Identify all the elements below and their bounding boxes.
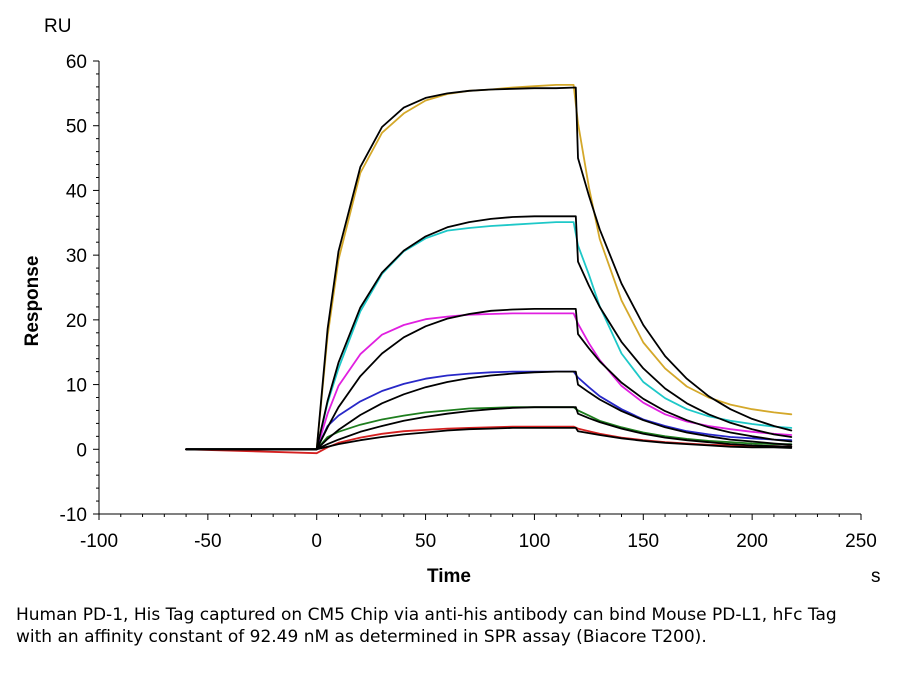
axis-labels: RU Response Time s <box>22 16 881 587</box>
fit-curve-7 <box>185 215 793 451</box>
y-tick-label: 0 <box>76 440 87 461</box>
x-tick-label: 50 <box>415 531 436 552</box>
sensorgram-curve-1 <box>185 221 793 451</box>
x-axis-title: Time <box>427 566 471 587</box>
x-tick-label: 100 <box>519 531 551 552</box>
y-unit-label: RU <box>44 16 71 37</box>
x-tick-label: 150 <box>627 531 659 552</box>
y-tick-label: 60 <box>66 52 87 73</box>
figure-caption: Human PD-1, His Tag captured on CM5 Chip… <box>16 605 837 647</box>
y-tick-label: -10 <box>60 505 87 526</box>
y-tick-label: 10 <box>66 376 87 397</box>
x-tick-label: 200 <box>736 531 768 552</box>
fit-curve-6 <box>185 86 793 451</box>
y-tick-label: 40 <box>66 181 87 202</box>
x-tick-label: -50 <box>194 531 221 552</box>
x-unit-label: s <box>871 566 881 587</box>
y-axis-title: Response <box>22 256 43 347</box>
y-tick-label: 30 <box>66 246 87 267</box>
y-tick-label: 20 <box>66 311 87 332</box>
fit-curve-11 <box>185 427 793 451</box>
fit-curve-9 <box>185 370 793 451</box>
x-tick-label: 250 <box>845 531 877 552</box>
series-layer <box>185 84 793 455</box>
y-tick-label: 50 <box>66 117 87 138</box>
x-tick-label: 0 <box>311 531 322 552</box>
fit-curve-10 <box>185 406 793 451</box>
fit-curve-8 <box>185 308 793 451</box>
x-tick-label: -100 <box>80 531 118 552</box>
sensorgram-curve-0 <box>185 84 793 451</box>
